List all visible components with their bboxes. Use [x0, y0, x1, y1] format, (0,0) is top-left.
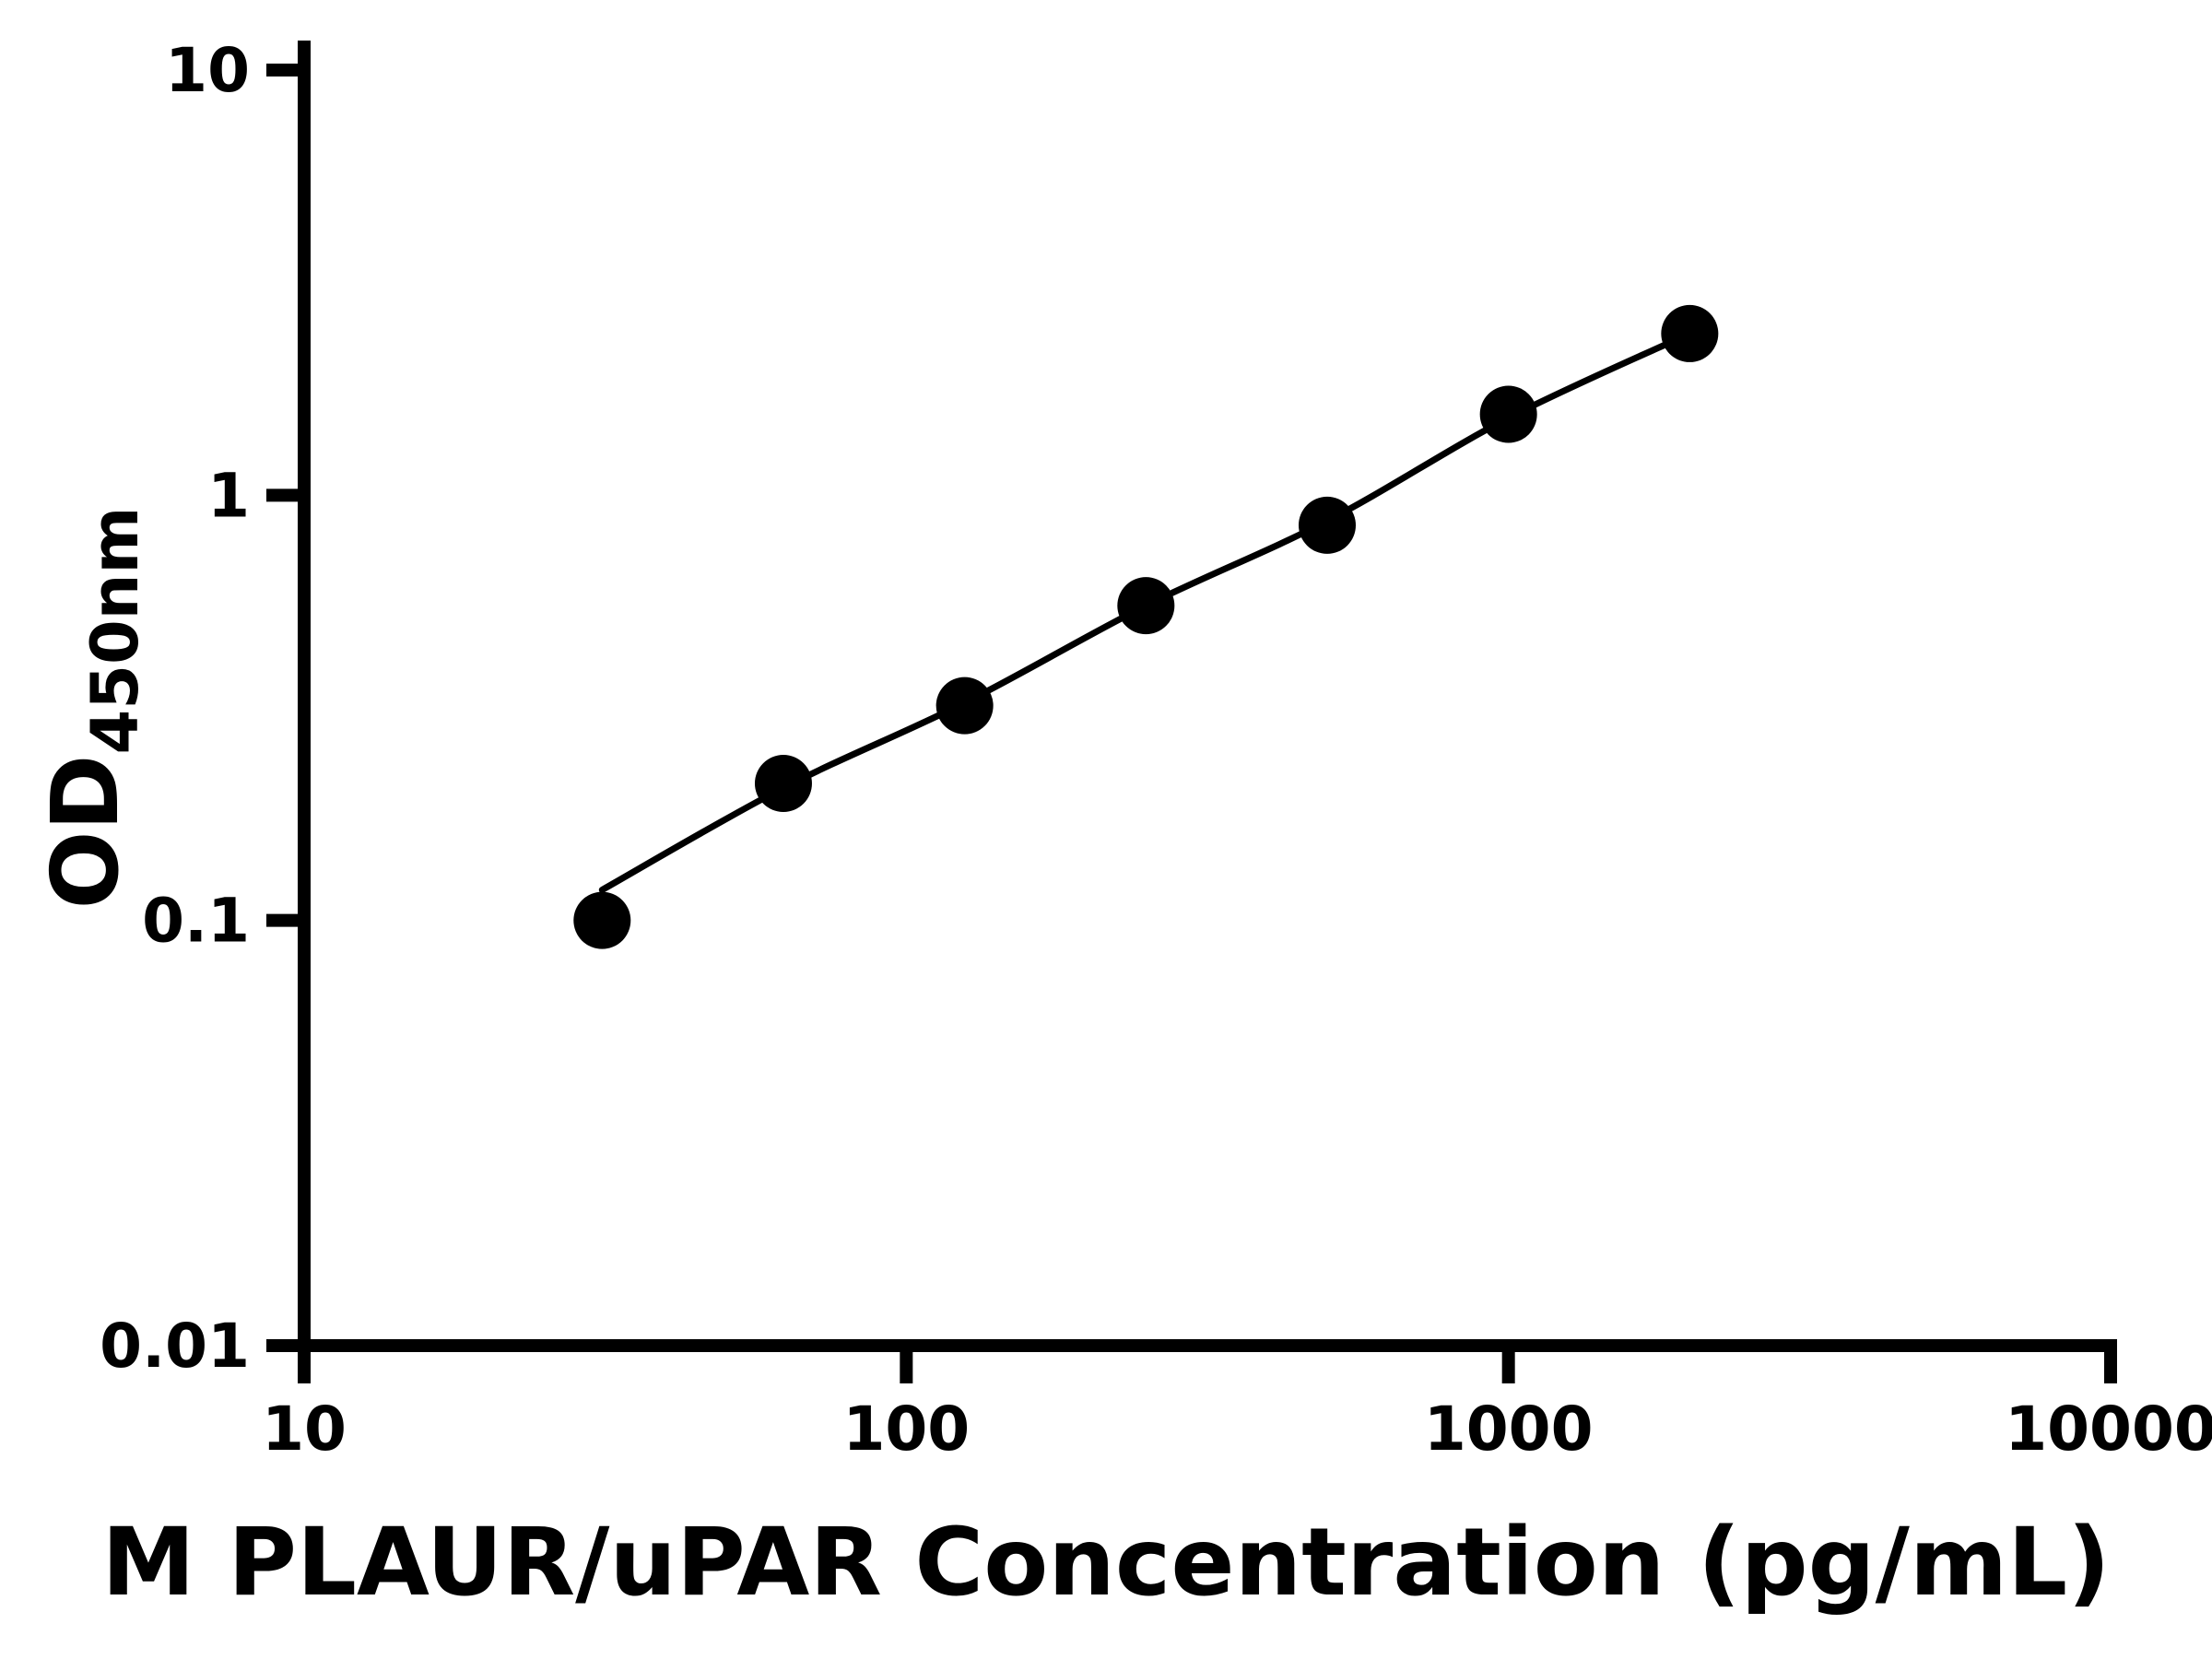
y-axis-title-sub: 450nm [77, 506, 153, 755]
y-axis-title: OD450nm [21, 293, 153, 1123]
data-point [935, 677, 994, 735]
y-tick-label: 0.01 [100, 1311, 250, 1382]
y-axis-title-main: OD [31, 754, 139, 910]
y-tick-label: 1 [207, 460, 250, 531]
x-tick-label: 10000 [2005, 1394, 2212, 1465]
x-tick-label: 1000 [1424, 1394, 1594, 1465]
data-point [573, 891, 631, 949]
y-tick-label: 0.1 [142, 886, 250, 957]
data-point [1117, 577, 1175, 635]
axes-lines [298, 41, 2117, 1352]
data-point [1661, 304, 1719, 362]
data-point [1298, 496, 1356, 554]
x-axis-title: M PLAUR/uPAR Concentration (pg/mL) [101, 1508, 2111, 1618]
x-tick-label: 10 [262, 1394, 347, 1465]
x-tick-label: 100 [842, 1394, 970, 1465]
data-point [754, 755, 812, 813]
data-point [1479, 385, 1537, 443]
y-tick-label: 10 [165, 35, 250, 106]
